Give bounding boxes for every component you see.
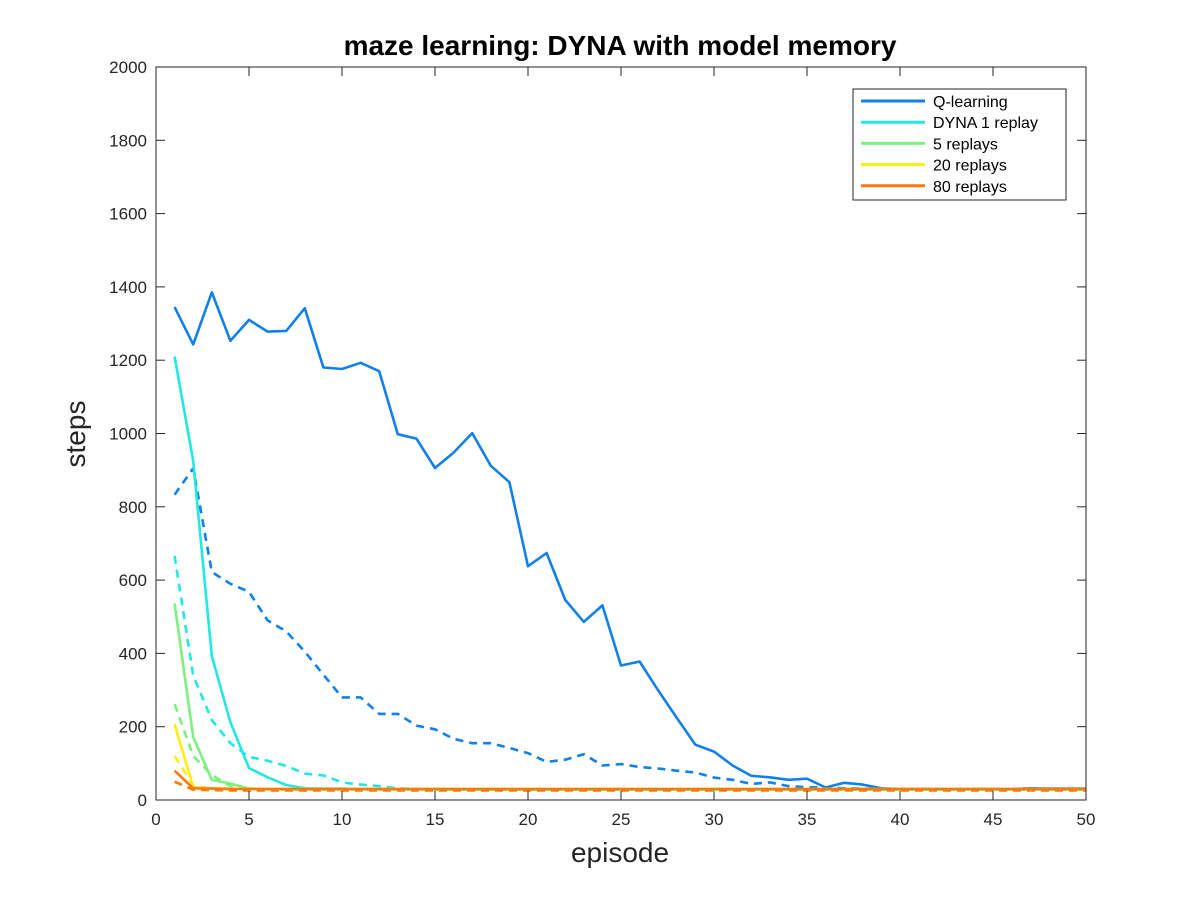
y-tick-label: 200 [119,718,147,737]
series-line-dashed-8 [173,755,1086,792]
x-axis-label: episode [571,837,669,868]
series-line-3 [173,723,1086,791]
x-tick-label: 10 [333,810,352,829]
series-line-dashed-5 [173,466,1086,791]
x-tick-label: 40 [891,810,910,829]
x-tick-label: 15 [426,810,445,829]
legend-label: Q-learning [933,94,1008,111]
x-tick-label: 30 [705,810,724,829]
x-tick-label: 5 [244,810,253,829]
y-tick-label: 1600 [109,205,147,224]
plot-area [173,291,1086,792]
series-line-2 [173,603,1086,791]
axes: 0 5 10 15 20 25 30 35 40 45 50 0 200 400 600 800 1000 120… [109,58,1095,829]
series-line-4 [173,769,1086,791]
x-tick-label: 35 [798,810,817,829]
legend: Q-learning DYNA 1 replay 5 replays 20 repla… [852,88,1067,201]
y-tick-label: 400 [119,644,147,663]
y-tick-label: 1800 [109,131,147,150]
chart-title: maze learning: DYNA with model memory [344,30,897,61]
y-tick-label: 1000 [109,425,147,444]
series-line-dashed-7 [173,703,1086,792]
y-tick-label: 2000 [109,58,147,77]
x-tick-label: 50 [1077,810,1096,829]
x-tick-label: 0 [151,810,160,829]
x-tick-label: 20 [519,810,538,829]
y-tick-label: 1400 [109,278,147,297]
legend-label: 5 replays [933,136,998,153]
legend-label: DYNA 1 replay [933,115,1038,132]
y-tick-label: 600 [119,571,147,590]
legend-label: 20 replays [933,158,1007,175]
x-tick-label: 45 [984,810,1003,829]
x-tick-label: 25 [612,810,631,829]
series-line-0 [173,291,1086,791]
series-line-dashed-6 [173,555,1086,792]
y-tick-label: 800 [119,498,147,517]
series-line-1 [173,356,1086,791]
series-line-dashed-9 [174,780,1086,792]
legend-label: 80 replays [933,179,1007,196]
y-tick-label: 1200 [109,351,147,370]
y-axis-label: steps [60,401,91,468]
y-tick-label: 0 [138,791,147,810]
